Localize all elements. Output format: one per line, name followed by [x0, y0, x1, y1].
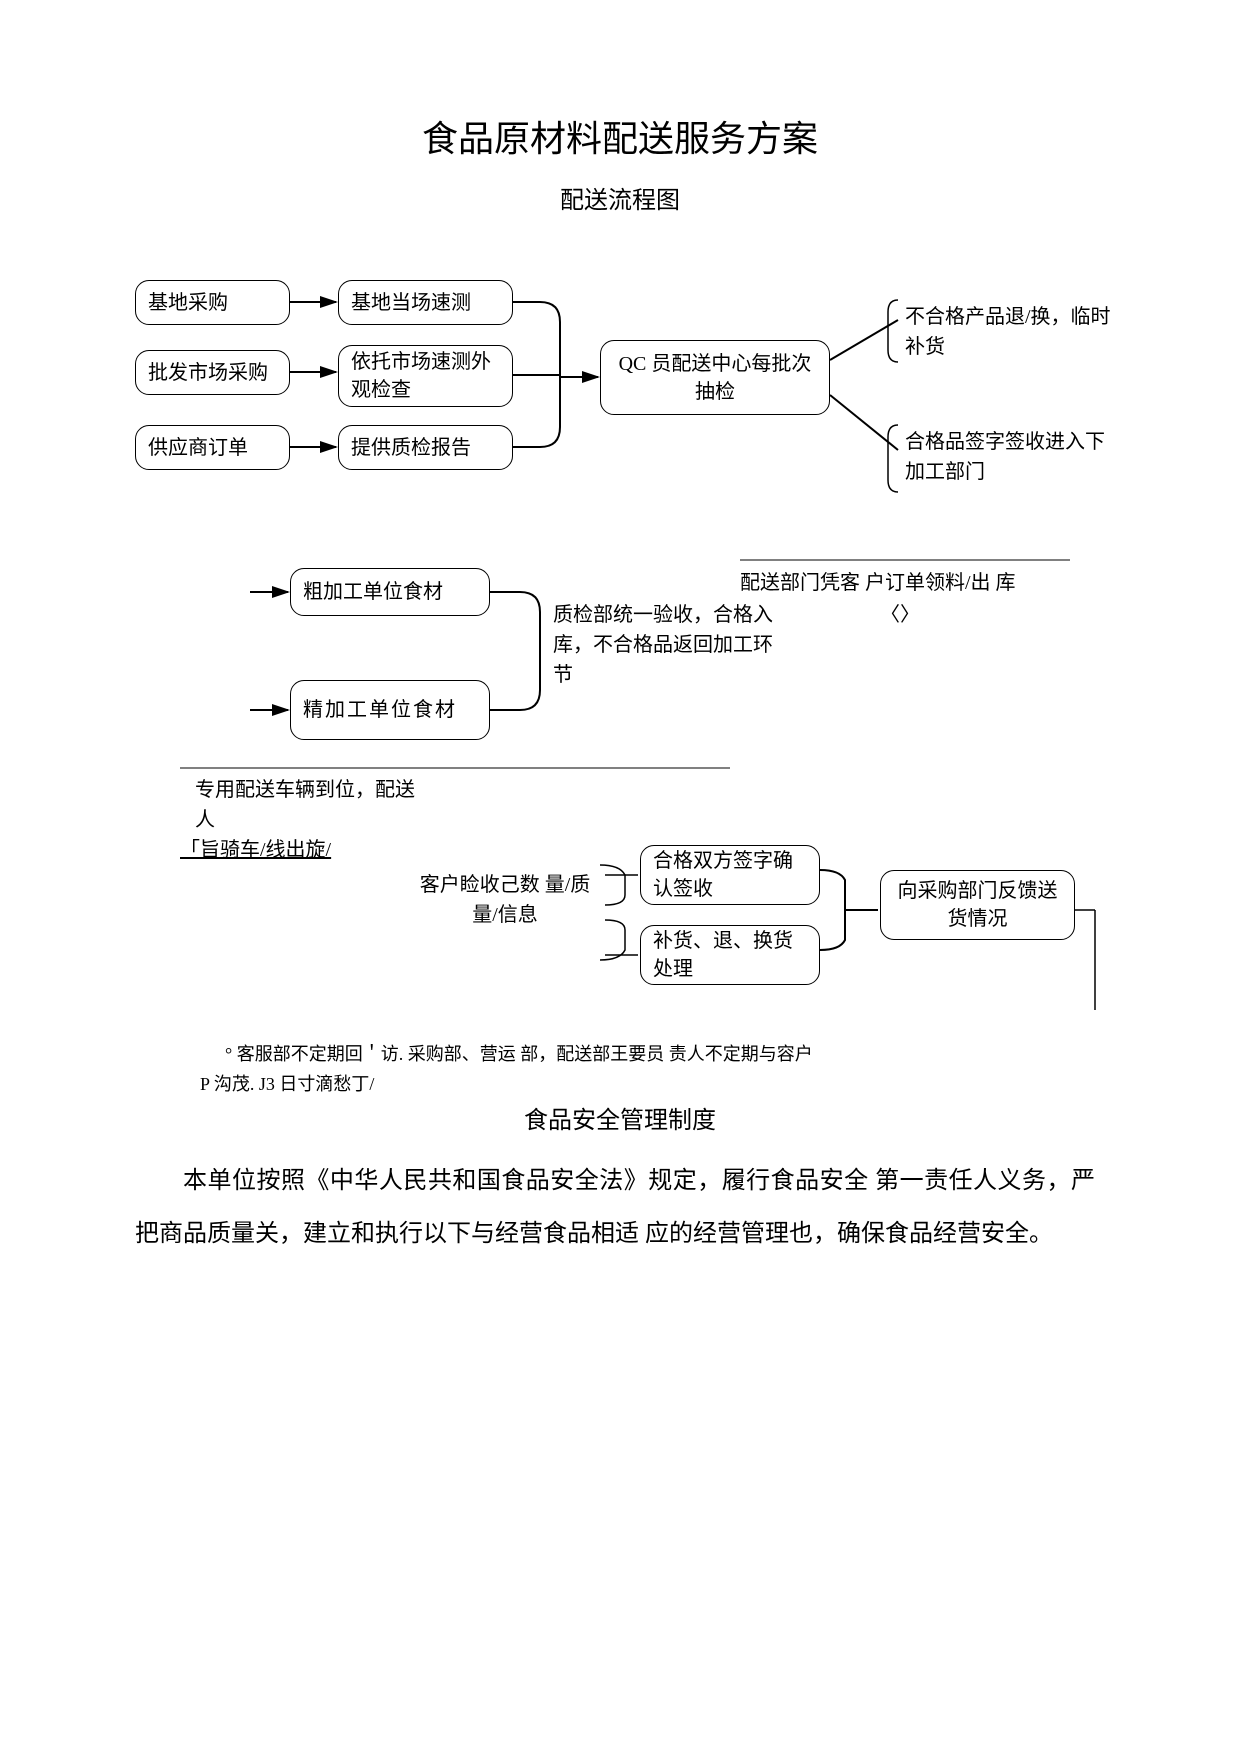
body-paragraph: 本单位按照《中华人民共和国食品安全法》规定，履行食品安全 第一责任人义务，严把商… [135, 1155, 1095, 1261]
node-qc-center: QC 员配送中心每批次抽检 [600, 340, 830, 415]
main-title: 食品原材料配送服务方案 [0, 110, 1240, 162]
document-page: 食品原材料配送服务方案 配送流程图 [0, 0, 1240, 1754]
node-replace-return: 补货、退、换货处理 [640, 925, 820, 985]
node-fine-process: 精加工单位食材 [290, 680, 490, 740]
text-reject-replace: 不合格产品退/换，临时补货 [905, 302, 1115, 362]
node-feedback: 向采购部门反馈送货情况 [880, 870, 1075, 940]
node-rough-process: 粗加工单位食材 [290, 568, 490, 616]
text-dispatch: 配送部门凭客 户订单领料/出 库 [740, 568, 1070, 598]
text-customer-check: 客户睑收己数 量/质量/信息 [410, 870, 600, 930]
node-supplier-order: 供应商订单 [135, 425, 290, 470]
node-wholesale-purchase: 批发市场采购 [135, 350, 290, 395]
node-qc-report: 提供质检报告 [338, 425, 513, 470]
note-line-2: P 沟茂. J3 日寸滴愁丁/ [200, 1070, 980, 1099]
text-vehicle-2: 「旨骑车/线出旋/ [180, 835, 440, 865]
section-2-title: 食品安全管理制度 [0, 1100, 1240, 1135]
text-qc-accept: 质检部统一验收，合格入库，不合格品返回加工环节 [553, 600, 773, 690]
node-base-purchase: 基地采购 [135, 280, 290, 325]
node-market-test: 依托市场速测外观检查 [338, 345, 513, 407]
text-accept-sign: 合格品签字签收进入下加工部门 [905, 427, 1115, 487]
subtitle: 配送流程图 [0, 180, 1240, 215]
diamond-icon: 〈〉 [880, 598, 920, 627]
node-base-test: 基地当场速测 [338, 280, 513, 325]
text-vehicle: 专用配送车辆到位，配送人 [195, 775, 425, 835]
node-accept-sign: 合格双方签字确认签收 [640, 845, 820, 905]
note-line-1: ° 客服部不定期回＇访. 采购部、营运 部，配送部王要员 责人不定期与容户 [225, 1040, 1005, 1069]
